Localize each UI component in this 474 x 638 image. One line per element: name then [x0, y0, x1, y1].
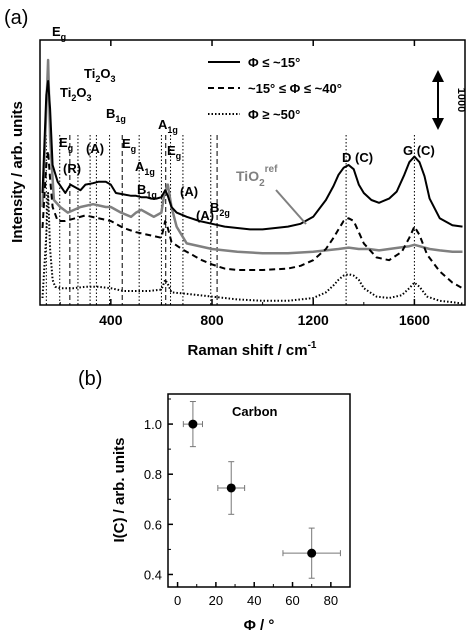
peak-annotation: Ti2O3 [60, 85, 91, 103]
y-axis-label-a: Intensity / arb. units [9, 101, 26, 243]
x-tick-label-a: 800 [200, 312, 224, 328]
legend-label-dashed: ~15° ≤ Φ ≤ ~40° [248, 81, 342, 96]
peak-annotation: Ti2O3 [84, 66, 115, 84]
peak-annotation: B1g [106, 106, 126, 124]
data-point [226, 483, 236, 493]
x-tick-label-a: 1200 [298, 312, 329, 328]
series-group [41, 58, 463, 305]
peak-annotation: D (C) [342, 150, 373, 165]
legend-label-solid: Φ ≤ ~15° [248, 55, 300, 70]
peak-annotation: A1g [158, 117, 178, 135]
data-point [307, 548, 317, 558]
axes-b: 0 20 40 60 80 0.4 0.6 0.8 1.0 [144, 398, 351, 608]
y-tick-label-b: 1.0 [144, 417, 162, 432]
tio2-ref-label: TiO2ref [236, 164, 278, 189]
chart-title-b: Carbon [232, 404, 278, 419]
carbon-intensity-chart: 0 20 40 60 80 0.4 0.6 0.8 1.0 Carbon Φ / ° I(C) … [111, 393, 351, 634]
x-tick-label-a: 400 [99, 312, 123, 328]
series-line-solid-ref [41, 58, 463, 255]
panel-label-a: (a) [4, 7, 28, 29]
peak-markers [45, 135, 415, 305]
legend-label-dotted: Φ ≥ ~50° [248, 107, 300, 122]
series-line-solid [41, 80, 463, 231]
peak-annotation: Eg [59, 135, 73, 153]
scale-bar-label: 1000 [455, 88, 467, 112]
peak-annotation: B1g [137, 182, 157, 200]
peak-annotation: Eg [167, 143, 181, 161]
panel-label-b: (b) [78, 368, 102, 390]
peak-annotation: (R) [63, 161, 81, 176]
x-tick-label-b: 20 [209, 593, 223, 608]
y-tick-label-b: 0.6 [144, 517, 162, 532]
series-line-dashed [41, 150, 463, 290]
plot-frame-a [39, 39, 466, 306]
peak-annotation: (A) [180, 184, 198, 199]
x-axis-label-a: Raman shift / cm-1 [188, 340, 317, 359]
data-points [182, 401, 341, 579]
peak-annotations: EgTi2O3Ti2O3Eg(R)(A)B1gEgA1gB1gA1gEg(A)B… [52, 24, 435, 223]
peak-annotation: (A) [196, 208, 214, 223]
x-tick-label-b: 40 [247, 593, 261, 608]
peak-annotation: G (C) [403, 143, 435, 158]
series-line-dotted [41, 192, 463, 305]
x-axis-a: 400 800 1200 1600 [59, 40, 466, 328]
x-tick-label-a: 1600 [399, 312, 430, 328]
data-point [188, 419, 198, 429]
x-tick-label-b: 80 [324, 593, 338, 608]
peak-annotation: A1g [135, 159, 155, 177]
y-tick-label-b: 0.4 [144, 567, 162, 582]
arrow-up-icon [432, 70, 444, 82]
legend: Φ ≤ ~15° ~15° ≤ Φ ≤ ~40° Φ ≥ ~50° [208, 55, 342, 122]
x-tick-label-b: 60 [285, 593, 299, 608]
peak-annotation: Eg [122, 136, 136, 154]
peak-annotation: B2g [210, 200, 230, 218]
peak-annotation: Eg [52, 24, 66, 42]
arrow-down-icon [432, 118, 444, 130]
tio2-ref-pointer [275, 189, 307, 225]
x-axis-label-b: Φ / ° [244, 617, 275, 634]
scale-bar: 1000 [432, 70, 467, 130]
peak-annotation: (A) [86, 141, 104, 156]
plot-frame-b [167, 393, 351, 588]
x-tick-label-b: 0 [174, 593, 181, 608]
y-axis-label-b: I(C) / arb. units [111, 438, 128, 543]
y-tick-label-b: 0.8 [144, 467, 162, 482]
